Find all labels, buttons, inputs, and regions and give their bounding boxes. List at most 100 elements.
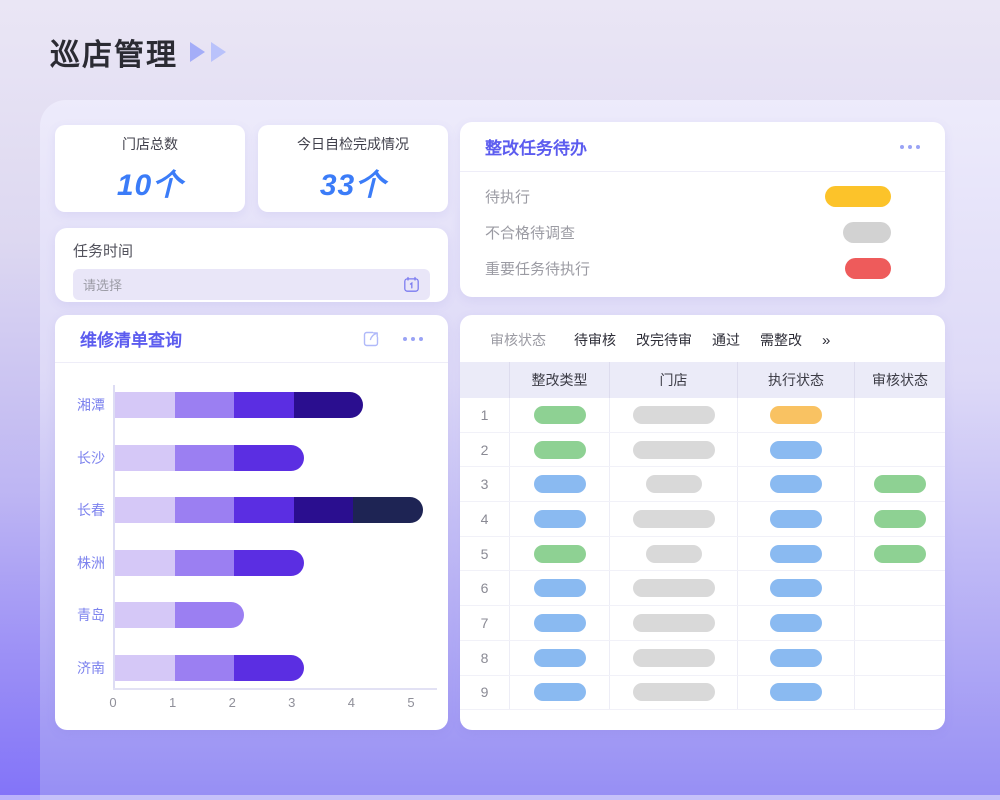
status-pill-gray: [632, 509, 715, 528]
status-pill-green: [874, 509, 926, 528]
x-axis-line: [113, 688, 437, 690]
tab-1[interactable]: 待审核: [574, 332, 616, 348]
table-cell: [738, 606, 855, 640]
todo-list: 待执行 不合格待调查 重要任务待执行: [460, 172, 945, 286]
todo-status-pill: [825, 185, 891, 207]
x-tick-label: 3: [288, 695, 296, 710]
status-pill-blue: [770, 509, 822, 528]
status-pill-gray: [632, 683, 715, 702]
bar-row-1: 湘潭: [77, 392, 364, 418]
table-cell: [510, 606, 610, 640]
status-pill-blue: [770, 648, 822, 667]
table-cell: [610, 536, 738, 571]
task-time-picker[interactable]: 请选择: [73, 269, 430, 300]
stacked-bar: [115, 602, 245, 628]
bar-segment: [234, 392, 294, 418]
bar-row-5: 青岛: [77, 602, 245, 628]
row-number-cell: 8: [460, 640, 510, 675]
table-row[interactable]: 8: [460, 640, 945, 676]
bar-segment: [234, 549, 304, 576]
stat-value: 33个: [319, 168, 387, 202]
bar-segment: [115, 549, 175, 576]
status-pill-green: [874, 475, 926, 494]
y-axis-line: [113, 385, 115, 690]
stat-card-self-check: 今日自检完成情况 33个: [258, 125, 448, 212]
table-row[interactable]: 2: [460, 432, 945, 468]
status-pill-blue: [533, 579, 586, 598]
calendar-icon[interactable]: [403, 276, 420, 293]
stat-value: 10个: [116, 168, 184, 202]
status-pill-blue: [770, 613, 822, 632]
column-header-rownum: [460, 362, 510, 398]
row-number-cell: 1: [460, 398, 510, 432]
bar-category-label: 湘潭: [77, 397, 105, 413]
tab-list: 待审核 改完待审 通过 需整改: [574, 330, 802, 350]
x-tick-label: 1: [168, 695, 177, 710]
stacked-bar: [115, 654, 304, 681]
bar-row-4: 株洲: [77, 549, 304, 576]
review-table-card: 审核状态 待审核 改完待审 通过 需整改 » 整改类型 门店 执行状态 审核状态 1 2 3 4 5…: [460, 315, 945, 730]
row-number-cell: 5: [460, 536, 510, 571]
review-status-tabs: 审核状态 待审核 改完待审 通过 需整改 »: [490, 328, 830, 352]
table-row[interactable]: 9: [460, 675, 945, 711]
table-cell: [855, 398, 945, 432]
task-time-card: 任务时间 请选择: [55, 228, 448, 302]
bar-segment: [174, 654, 235, 681]
row-number-cell: 7: [460, 606, 510, 640]
status-pill-green: [533, 405, 586, 424]
bar-category-label: 济南: [77, 659, 105, 676]
column-header: 整改类型: [510, 362, 610, 398]
ellipsis-icon[interactable]: [403, 336, 423, 341]
repair-list-card: 维修清单查询 湘潭 长沙 长春 株洲 青岛 济南 0 1 2 3 4 5: [55, 315, 448, 730]
stacked-bar: [115, 444, 304, 471]
ellipsis-icon[interactable]: [900, 144, 920, 149]
table-row[interactable]: 7: [460, 606, 945, 641]
tab-3[interactable]: 通过: [712, 332, 740, 348]
bar-segment: [115, 392, 175, 418]
table-row[interactable]: 6: [460, 571, 945, 607]
table-row[interactable]: 5: [460, 536, 945, 572]
bar-segment: [174, 392, 235, 418]
status-pill-blue: [770, 544, 822, 563]
task-time-label: 任务时间: [73, 243, 134, 260]
filter-label: 审核状态: [490, 332, 546, 348]
share-icon[interactable]: [361, 329, 381, 349]
bar-row-2: 长沙: [77, 444, 304, 471]
row-number-cell: 3: [460, 467, 510, 502]
row-number: 9: [480, 684, 489, 701]
status-pill-gray: [645, 475, 702, 494]
row-number: 4: [480, 510, 489, 527]
table-cell: [610, 502, 738, 536]
tab-4[interactable]: 需整改: [760, 332, 802, 348]
column-header: 门店: [610, 362, 738, 398]
column-header: 执行状态: [738, 362, 855, 398]
x-tick-label: 5: [407, 695, 415, 710]
more-tabs-chevron[interactable]: »: [822, 331, 831, 349]
status-pill-blue: [533, 648, 586, 667]
status-pill-blue: [770, 683, 822, 702]
table-row[interactable]: 1: [460, 398, 945, 433]
page-bottom-edge: [0, 795, 1000, 800]
todo-item-1: 待执行: [485, 178, 891, 214]
row-number: 1: [480, 406, 489, 423]
play-arrow-icon: [190, 42, 205, 62]
todo-status-pill: [845, 257, 891, 279]
status-pill-orange: [770, 405, 822, 424]
bar-category-label: 长沙: [77, 449, 105, 466]
status-pill-blue: [770, 475, 822, 494]
row-number: 5: [480, 545, 489, 562]
todo-card: 整改任务待办 待执行 不合格待调查 重要任务待执行: [460, 122, 945, 297]
table-cell: [510, 640, 610, 675]
table-row[interactable]: 3: [460, 467, 945, 503]
tab-2[interactable]: 改完待审: [636, 332, 692, 348]
table-row[interactable]: 4: [460, 502, 945, 537]
bar-category-label: 株洲: [77, 554, 105, 571]
table-cell: [855, 537, 945, 571]
x-tick-label: 0: [109, 695, 117, 710]
bar-segment: [234, 497, 294, 523]
task-time-placeholder: 请选择: [83, 278, 123, 293]
row-number-cell: 9: [460, 675, 510, 710]
table-cell: [738, 675, 855, 710]
row-number-cell: 4: [460, 502, 510, 536]
